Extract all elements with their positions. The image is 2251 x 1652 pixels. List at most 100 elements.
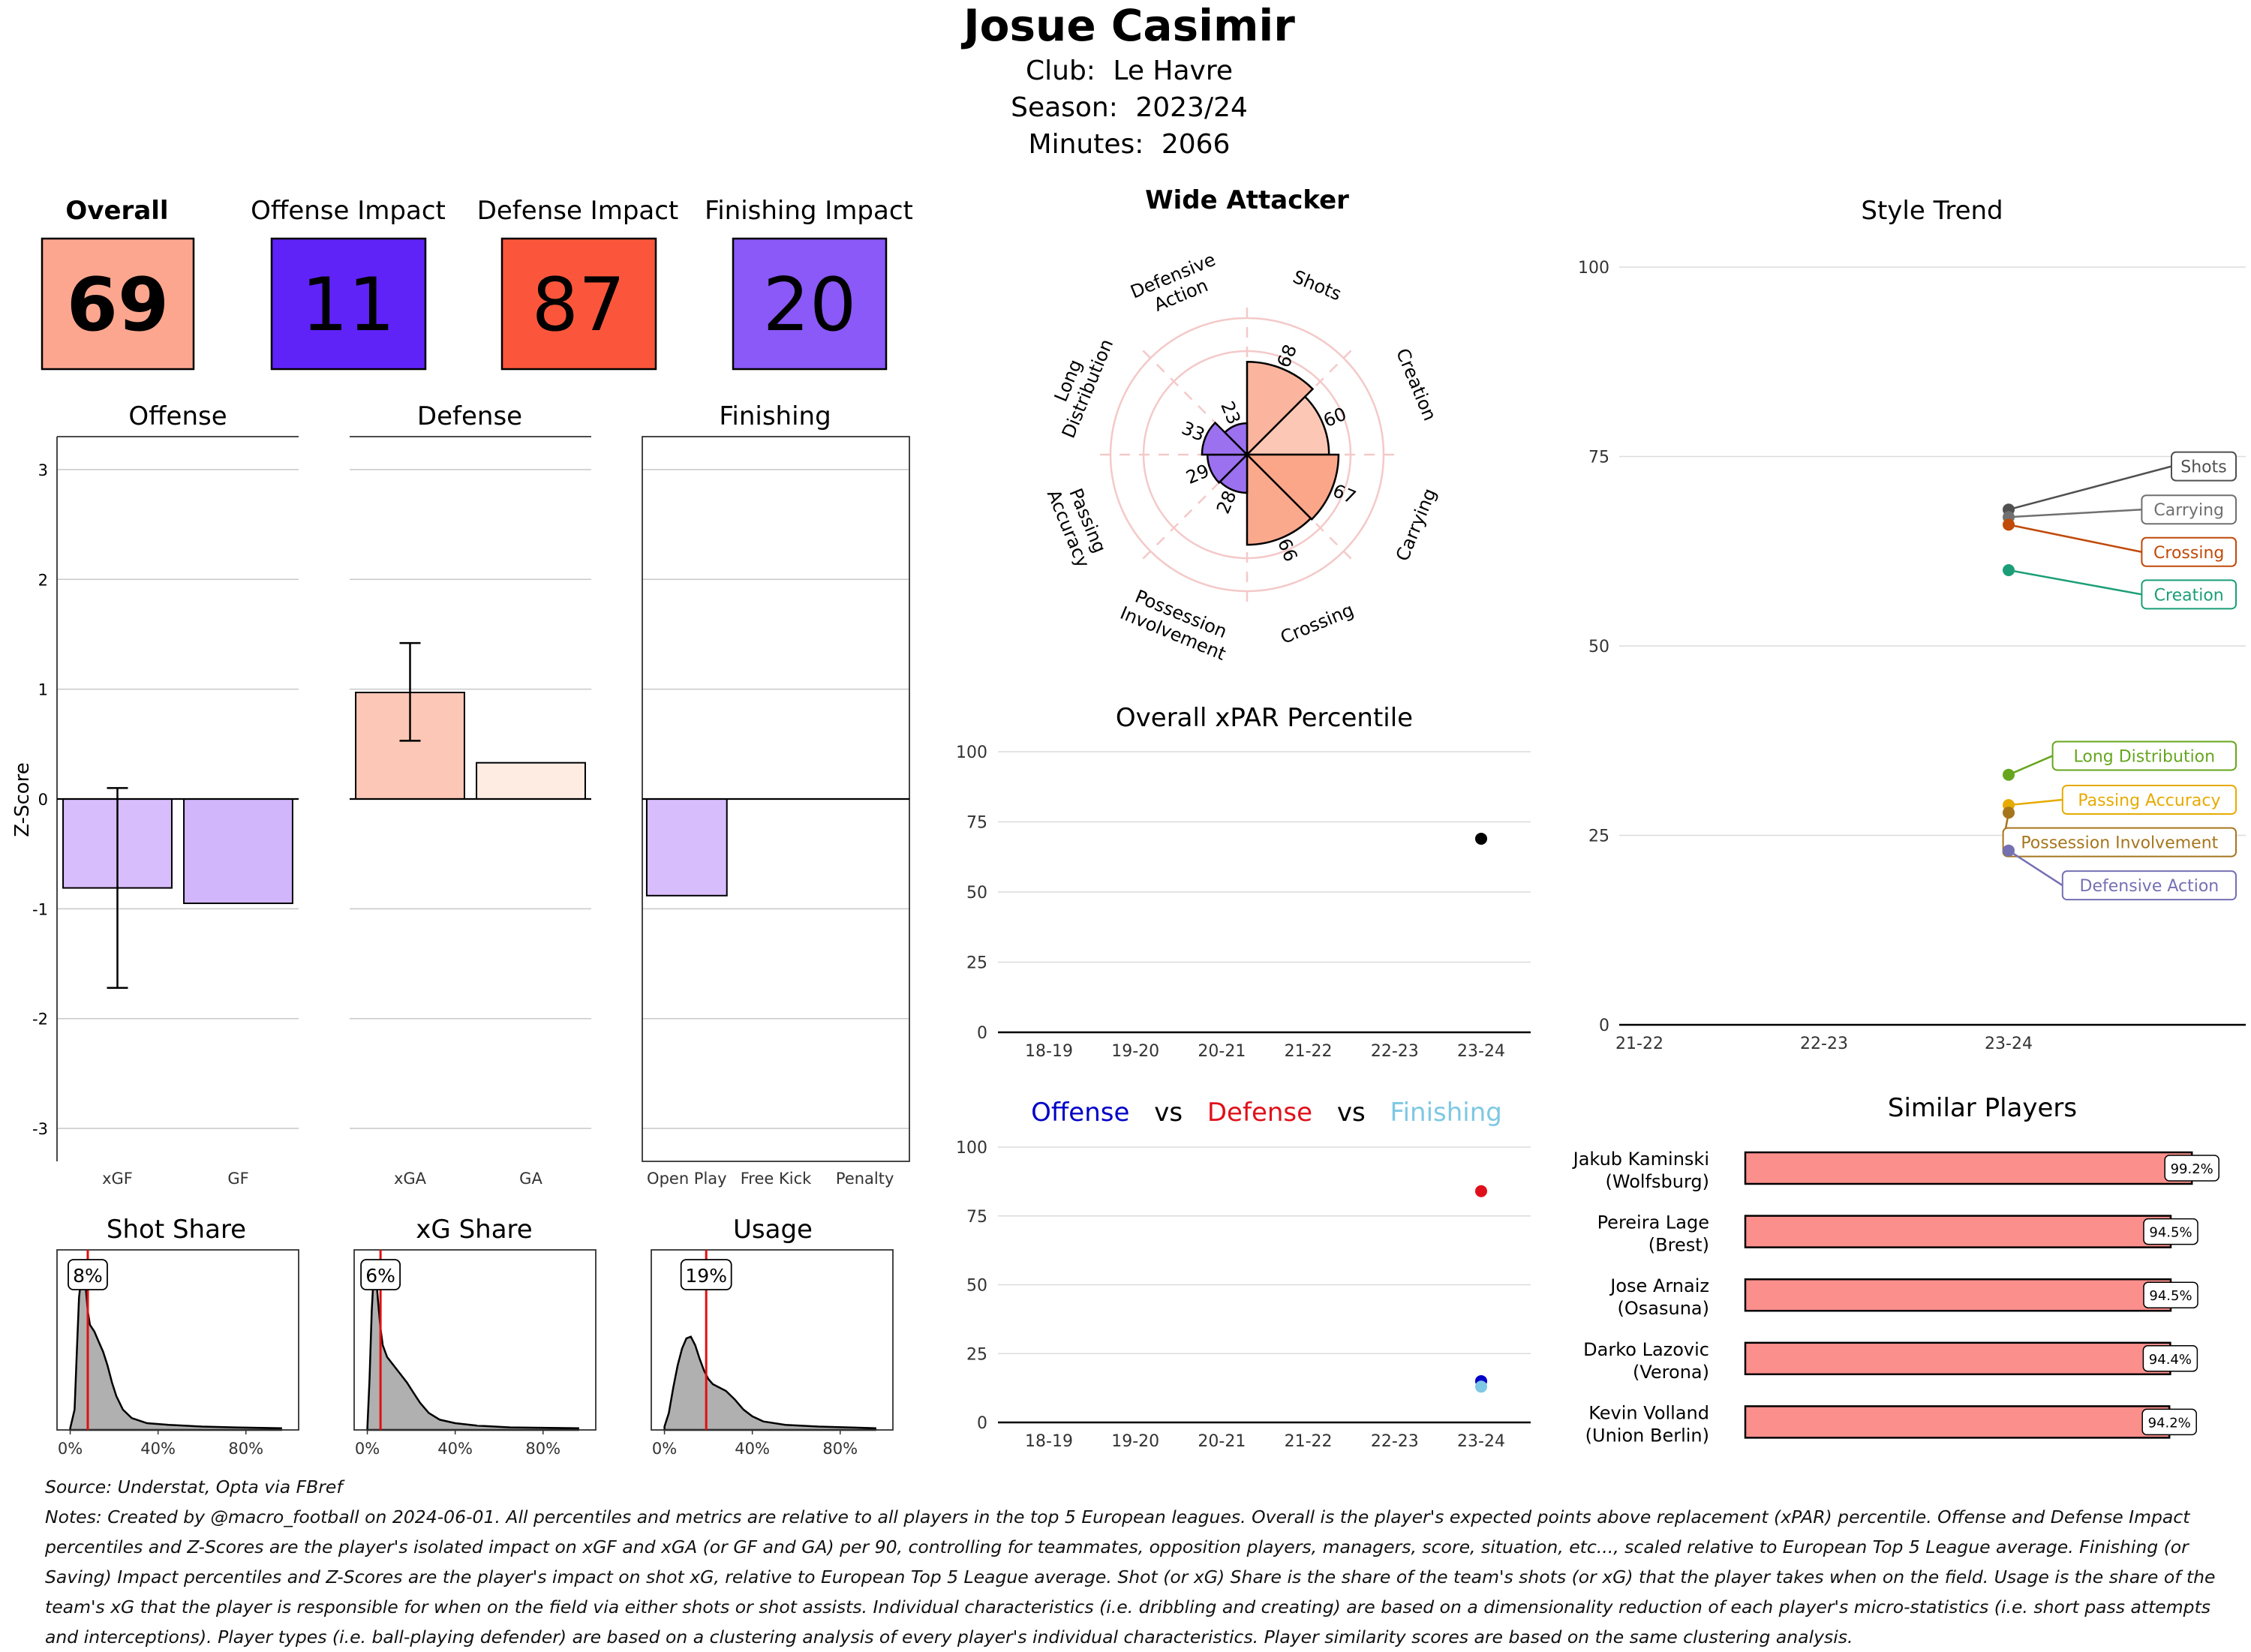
radar-wedge-crossing	[1246, 452, 1312, 546]
minutes-line: Minutes: 2066	[1029, 129, 1231, 160]
y-tick-label: 100	[956, 743, 987, 762]
x-tick-label: 0%	[355, 1440, 380, 1458]
radar-category-word: Crossing	[1277, 599, 1357, 648]
trend-connector	[2008, 569, 2142, 596]
footer: Source: Understat, Opta via FBref Notes:…	[45, 1472, 2236, 1652]
ovd-title-defense: Defense	[1207, 1098, 1312, 1128]
tile-label: Overall	[65, 196, 168, 226]
tile-box	[41, 237, 195, 371]
trend-point	[2003, 844, 2015, 857]
y-tick-label: -3	[32, 1120, 48, 1138]
trend-point	[2003, 564, 2015, 576]
trend-connector	[2008, 755, 2054, 776]
similarity-label: 94.4%	[2149, 1352, 2192, 1368]
tile-label: Finishing Impact	[705, 196, 913, 226]
y-tick-label: 0	[977, 1414, 987, 1433]
tile-offense-impact: Offense Impact 11	[251, 196, 446, 371]
similar-player-club: (Brest)	[1648, 1235, 1709, 1256]
data-point	[1475, 832, 1487, 845]
density-area	[663, 1335, 876, 1431]
radar-category-label: Crossing	[1277, 599, 1357, 648]
trend-connector	[2008, 524, 2142, 553]
trend-label: Passing Accuracy	[2078, 791, 2220, 810]
defense-chart-title: Defense	[417, 401, 522, 431]
tile-label: Offense Impact	[251, 196, 446, 226]
x-tick-label: GA	[519, 1170, 542, 1188]
panel-frame	[56, 1249, 299, 1431]
tile-overall: Overall 69	[41, 196, 195, 371]
zscore-axis-label: Z-Score	[11, 762, 34, 837]
style-trend-title: Style Trend	[1861, 196, 2003, 226]
x-tick-label: 22-23	[1800, 1035, 1848, 1053]
trend-label: Carrying	[2153, 501, 2224, 520]
ovd-title-offense: Offense	[1031, 1098, 1129, 1128]
value-label: 19%	[685, 1265, 727, 1287]
radar-wedge-creation	[1244, 395, 1330, 456]
share-density-charts: 8% 0% 40% 80% 6% 0% 40% 80% 19% 0% 40% 80%	[56, 1249, 894, 1458]
panel-frame	[353, 1249, 597, 1431]
y-tick-label: 25	[966, 954, 987, 973]
y-tick-label: -2	[32, 1011, 48, 1029]
x-tick-label: xGA	[394, 1170, 427, 1188]
trend-label: Crossing	[2153, 544, 2224, 563]
ovd-title: Offense vs Defense vs Finishing	[1031, 1098, 1502, 1128]
trend-point	[2003, 806, 2015, 819]
trend-label: Defensive Action	[2080, 877, 2219, 896]
tile-box	[500, 237, 657, 371]
bar-open-play	[645, 798, 728, 897]
similarity-label-box	[2164, 1155, 2219, 1182]
radar-title: Wide Attacker	[1145, 185, 1349, 215]
similarity-label: 94.2%	[2148, 1415, 2191, 1431]
tile-value: 20	[763, 263, 857, 348]
x-tick-label: 18-19	[1025, 1042, 1073, 1061]
density-area	[69, 1269, 282, 1431]
ovd-title-finishing: Finishing	[1390, 1098, 1502, 1128]
y-tick-label: 3	[38, 461, 48, 479]
trend-label-box	[2141, 494, 2237, 525]
similarity-label-box	[2143, 1281, 2198, 1308]
data-point	[1475, 1380, 1487, 1393]
similarity-label-box	[2143, 1218, 2198, 1245]
overall-xpar-title: Overall xPAR Percentile	[1116, 703, 1413, 733]
similarity-bar	[1744, 1278, 2172, 1312]
radar-category-label: LongDistribution	[1038, 328, 1117, 441]
shot-share-title: Shot Share	[107, 1215, 246, 1245]
tile-box	[270, 237, 427, 371]
tile-value: 87	[532, 263, 626, 348]
similar-player-name: Jakub Kaminski	[1572, 1149, 1709, 1170]
tile-label: Defense Impact	[477, 196, 679, 226]
x-tick-label: 18-19	[1025, 1432, 1073, 1451]
data-point	[1475, 1185, 1487, 1197]
radar-category-label: PassingAccuracy	[1043, 479, 1113, 571]
trend-label: Long Distribution	[2074, 747, 2216, 766]
x-tick-label: 22-23	[1371, 1042, 1419, 1061]
x-tick-label: 80%	[525, 1440, 560, 1458]
value-label-box	[360, 1259, 401, 1290]
value-label-box	[680, 1259, 732, 1290]
trend-label-box	[2051, 740, 2237, 771]
overall-xpar-chart: 100 75 50 25 0 18-19 19-20 20-21 21-22 22-23 23-24	[956, 743, 1531, 1061]
tile-box	[732, 237, 888, 371]
y-tick-label: 100	[1578, 259, 1609, 278]
club-label: Club:	[1026, 56, 1095, 86]
similarity-label: 94.5%	[2149, 1288, 2192, 1304]
x-tick-label: Open Play	[647, 1170, 727, 1188]
season-value: 2023/24	[1135, 92, 1248, 123]
club-value: Le Havre	[1113, 56, 1233, 86]
value-label: 6%	[365, 1265, 395, 1287]
y-tick-label: 25	[966, 1345, 987, 1364]
tile-defense-impact: Defense Impact 87	[477, 196, 679, 371]
trend-connector	[2008, 798, 2063, 806]
x-tick-label: GF	[227, 1170, 248, 1188]
trend-label-box	[2061, 870, 2237, 901]
similar-player-name: Jose Arnaiz	[1609, 1275, 1709, 1296]
radar-wedge-carrying	[1244, 453, 1340, 521]
trend-connector	[2008, 465, 2172, 511]
season-line: Season: 2023/24	[1011, 92, 1248, 123]
x-tick-label: 21-22	[1285, 1432, 1333, 1451]
y-tick-label: 2	[38, 571, 48, 589]
x-tick-label: Penalty	[836, 1170, 894, 1188]
x-tick-label: 19-20	[1111, 1432, 1159, 1451]
value-label-box	[68, 1259, 108, 1290]
